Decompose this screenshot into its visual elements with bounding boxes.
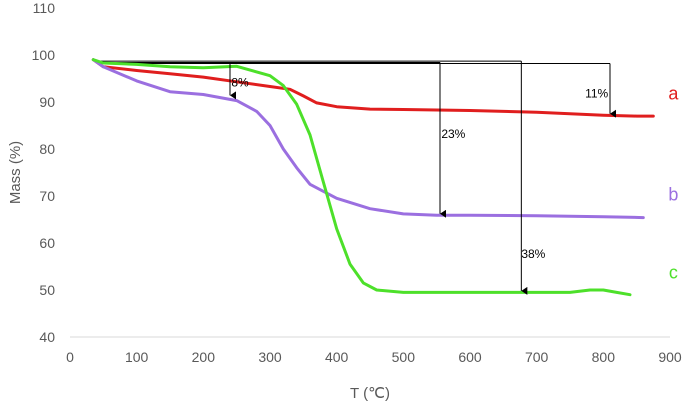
- x-tick-label: 400: [325, 349, 349, 365]
- y-tick-label: 80: [39, 141, 55, 157]
- x-tick-label: 800: [592, 349, 616, 365]
- series-labels: a b c: [668, 84, 679, 283]
- series-lines: [91, 58, 655, 297]
- x-tick-label: 600: [458, 349, 482, 365]
- y-axis-title: Mass (%): [7, 141, 24, 204]
- x-tick-label: 100: [125, 349, 149, 365]
- annotation-label: 11%: [585, 87, 608, 101]
- x-axis-title: T (℃): [350, 385, 390, 402]
- y-tick-label: 110: [33, 0, 56, 16]
- annotation-label: 23%: [441, 127, 465, 141]
- y-tick-label: 100: [32, 47, 56, 63]
- series-line-c: [91, 58, 632, 297]
- series-line-a: [91, 58, 655, 118]
- annotations: 8% 11% 23% 38%: [229, 61, 616, 295]
- x-tick-label: 200: [192, 349, 216, 365]
- x-tick-label: 0: [66, 349, 74, 365]
- y-tick-label: 50: [39, 282, 55, 298]
- series-label: a: [668, 84, 679, 104]
- x-tick-label: 500: [392, 349, 416, 365]
- x-tick-label: 700: [525, 349, 549, 365]
- annotation-connectors: [96, 60, 610, 64]
- y-tick-label: 60: [39, 235, 55, 251]
- series-line-b: [91, 58, 645, 220]
- y-tick-label: 70: [39, 188, 55, 204]
- series-label: c: [669, 262, 678, 282]
- y-tick-label: 40: [39, 329, 55, 345]
- annotation-label: 8%: [231, 75, 249, 89]
- series-label: b: [668, 185, 678, 205]
- x-tick-label: 300: [258, 349, 282, 365]
- axes: 40 50 60 70 80 90 100 110 0 100 200 300 400 500 600 700…: [7, 0, 682, 402]
- x-tick-label: 900: [658, 349, 682, 365]
- annotation-label: 38%: [521, 247, 545, 261]
- y-tick-label: 90: [39, 94, 55, 110]
